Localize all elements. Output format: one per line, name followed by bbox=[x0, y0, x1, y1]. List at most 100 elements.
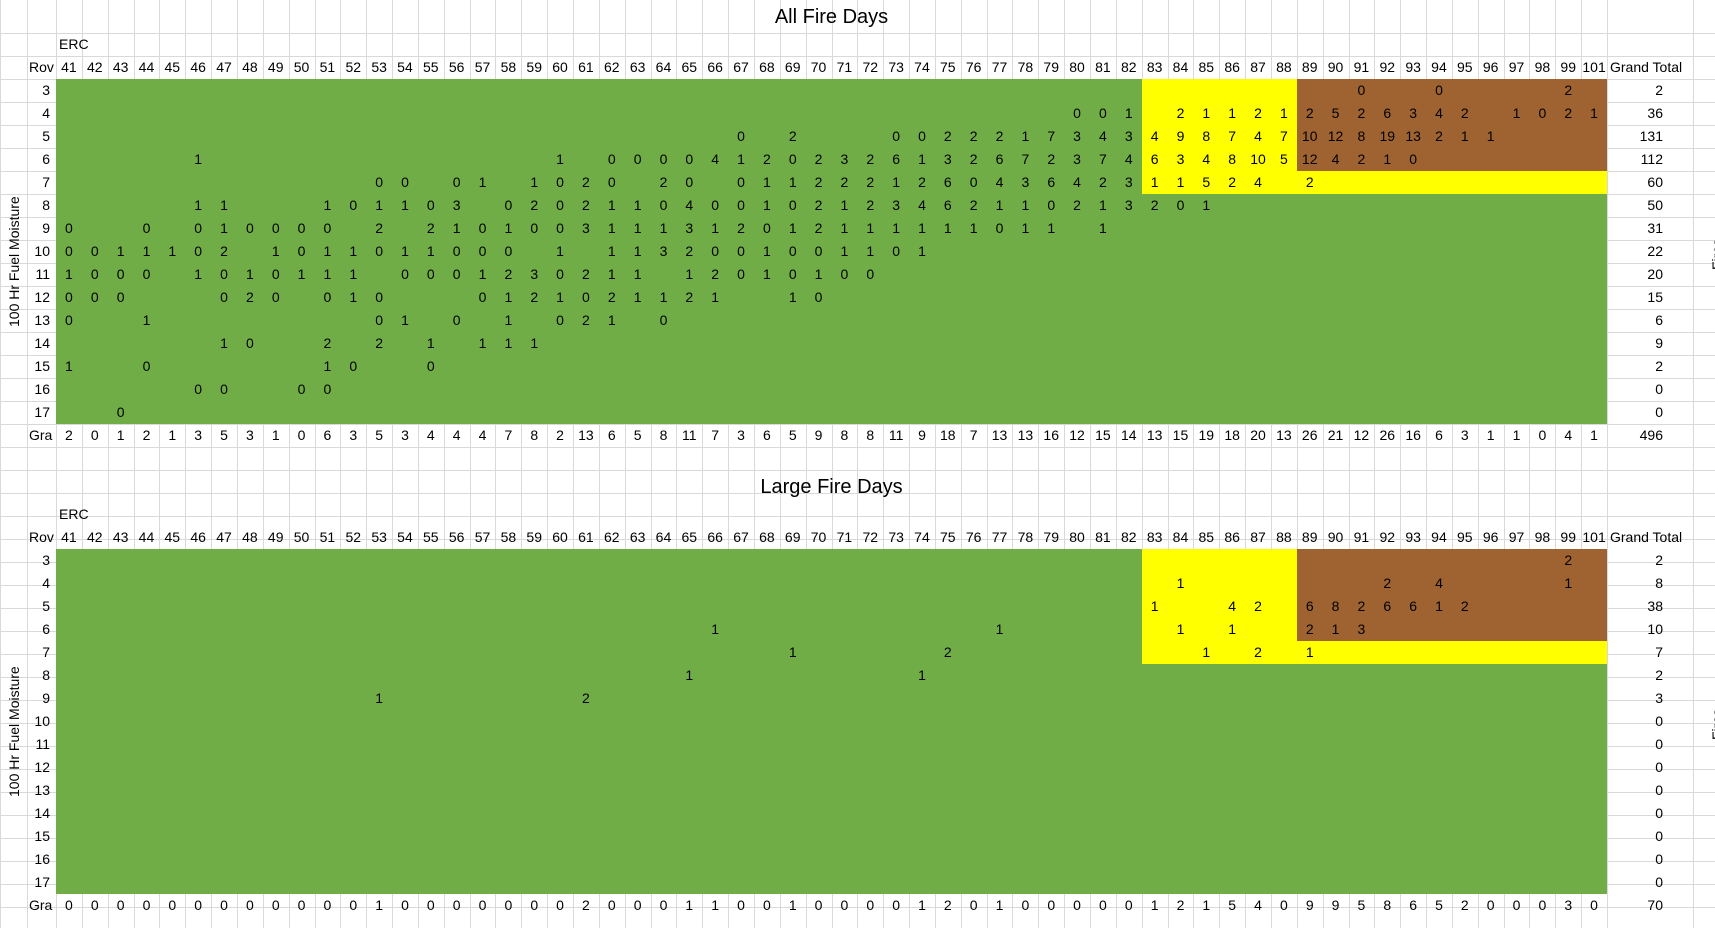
data-cell-value: 5 bbox=[1202, 174, 1211, 190]
data-cell-value: 4 bbox=[1435, 575, 1443, 591]
data-cell-value: 4 bbox=[711, 151, 720, 167]
column-total-value: 4 bbox=[1564, 427, 1573, 443]
column-tick-label: 85 bbox=[1198, 59, 1215, 75]
data-cell-value: 2 bbox=[685, 289, 694, 305]
data-cell-value: 3 bbox=[1124, 174, 1133, 190]
data-cell-value: 0 bbox=[1435, 82, 1443, 98]
data-cell-value: 1 bbox=[633, 197, 642, 213]
data-cell-value: 0 bbox=[1538, 105, 1547, 121]
data-cell-value: 1 bbox=[504, 312, 513, 328]
column-total-value: 1 bbox=[1486, 427, 1495, 443]
column-total-value: 4 bbox=[478, 427, 487, 443]
data-cell-value: 1 bbox=[375, 690, 383, 706]
column-tick-label: 98 bbox=[1534, 529, 1551, 545]
data-cell-value: 0 bbox=[504, 243, 513, 259]
data-cell-value: 1 bbox=[375, 197, 383, 213]
column-tick-label: 80 bbox=[1069, 59, 1085, 75]
data-cell-value: 8 bbox=[1202, 128, 1211, 144]
column-tick-label: 46 bbox=[190, 529, 206, 545]
column-tick-label: 77 bbox=[991, 59, 1008, 75]
column-total-value: 0 bbox=[866, 897, 875, 913]
data-cell-value: 2 bbox=[969, 128, 978, 144]
data-cell-value: 1 bbox=[788, 289, 797, 305]
data-cell-value: 3 bbox=[1409, 105, 1417, 121]
column-total-value: 16 bbox=[1043, 427, 1059, 443]
data-cell-value: 1 bbox=[116, 243, 125, 259]
column-total-value: 5 bbox=[375, 427, 383, 443]
data-cell-value: 0 bbox=[375, 174, 383, 190]
data-cell-value: 1 bbox=[685, 667, 694, 683]
data-cell-value: 9 bbox=[1176, 128, 1185, 144]
column-total-value: 0 bbox=[478, 897, 487, 913]
data-cell-value: 3 bbox=[1073, 128, 1081, 144]
data-cell-value: 1 bbox=[220, 335, 228, 351]
data-cell-value: 2 bbox=[866, 174, 875, 190]
column-tick-label: 63 bbox=[629, 59, 646, 75]
data-cell-value: 0 bbox=[659, 197, 668, 213]
column-tick-label: 99 bbox=[1560, 59, 1576, 75]
column-total-value: 4 bbox=[1254, 897, 1262, 913]
data-cell-value: 1 bbox=[1305, 644, 1314, 660]
column-total-value: 0 bbox=[1538, 897, 1547, 913]
column-tick-label: 61 bbox=[578, 59, 594, 75]
column-total-value: 8 bbox=[1383, 897, 1392, 913]
data-cell-value: 4 bbox=[1099, 128, 1107, 144]
column-tick-label: 77 bbox=[991, 529, 1008, 545]
data-cell-value: 1 bbox=[1150, 598, 1159, 614]
data-cell-value: 0 bbox=[65, 243, 73, 259]
row-total-value: 31 bbox=[1647, 220, 1663, 236]
row-tick-label: 4 bbox=[42, 105, 50, 121]
column-total-value: 1 bbox=[1590, 427, 1598, 443]
column-tick-label: 89 bbox=[1301, 529, 1318, 545]
data-cell-value: 2 bbox=[1047, 151, 1056, 167]
column-tick-label: 95 bbox=[1457, 59, 1473, 75]
data-cell-value: 10 bbox=[1250, 151, 1266, 167]
column-total-value: 0 bbox=[1073, 897, 1081, 913]
data-cell-value: 1 bbox=[504, 220, 513, 236]
column-tick-label: 75 bbox=[940, 59, 956, 75]
row-tick-label: 11 bbox=[35, 266, 50, 282]
data-cell-value: 0 bbox=[556, 220, 564, 236]
data-cell-value: 0 bbox=[323, 289, 332, 305]
column-total-value: 0 bbox=[323, 897, 332, 913]
row-total-value: 2 bbox=[1655, 82, 1663, 98]
data-cell-value: 0 bbox=[685, 151, 694, 167]
data-cell-value: 3 bbox=[582, 220, 590, 236]
row-total-value: 10 bbox=[1647, 621, 1663, 637]
data-cell-value: 1 bbox=[840, 243, 849, 259]
column-total-value: 3 bbox=[194, 427, 203, 443]
data-cell-value: 1 bbox=[530, 174, 539, 190]
column-tick-label: 51 bbox=[319, 529, 336, 545]
data-cell-value: 0 bbox=[323, 381, 332, 397]
data-cell-value: 1 bbox=[659, 289, 668, 305]
data-cell-value: 2 bbox=[1228, 174, 1237, 190]
data-cell-value: 2 bbox=[582, 266, 590, 282]
column-tick-label: 72 bbox=[862, 59, 879, 75]
data-cell-value: 0 bbox=[866, 266, 875, 282]
column-total-value: 0 bbox=[245, 897, 254, 913]
column-total-value: 0 bbox=[90, 427, 99, 443]
data-cell-value: 2 bbox=[220, 243, 228, 259]
data-cell-value: 7 bbox=[1228, 128, 1237, 144]
column-total-value: 3 bbox=[245, 427, 254, 443]
data-cell-value: 0 bbox=[116, 266, 125, 282]
data-cell-value: 1 bbox=[840, 220, 849, 236]
data-cell-value: 2 bbox=[1073, 197, 1081, 213]
column-tick-label: 73 bbox=[888, 59, 904, 75]
data-cell-value: 0 bbox=[788, 266, 797, 282]
data-cell-value: 1 bbox=[1176, 621, 1185, 637]
data-cell-value: 1 bbox=[323, 243, 332, 259]
data-cell-value: 0 bbox=[375, 243, 383, 259]
column-tick-label: 67 bbox=[733, 529, 749, 545]
data-cell-value: 1 bbox=[995, 621, 1004, 637]
data-cell-value: 0 bbox=[607, 151, 616, 167]
data-cell-value: 1 bbox=[866, 243, 875, 259]
row-tick-label: 17 bbox=[34, 874, 50, 890]
row-total-value: 2 bbox=[1655, 667, 1663, 683]
data-cell-value: 0 bbox=[1357, 82, 1366, 98]
data-cell-value: 2 bbox=[1383, 575, 1392, 591]
data-cell-value: 2 bbox=[245, 289, 254, 305]
column-tick-label: 88 bbox=[1276, 59, 1292, 75]
column-tick-label: 42 bbox=[86, 529, 103, 545]
column-total-value: 6 bbox=[323, 427, 332, 443]
